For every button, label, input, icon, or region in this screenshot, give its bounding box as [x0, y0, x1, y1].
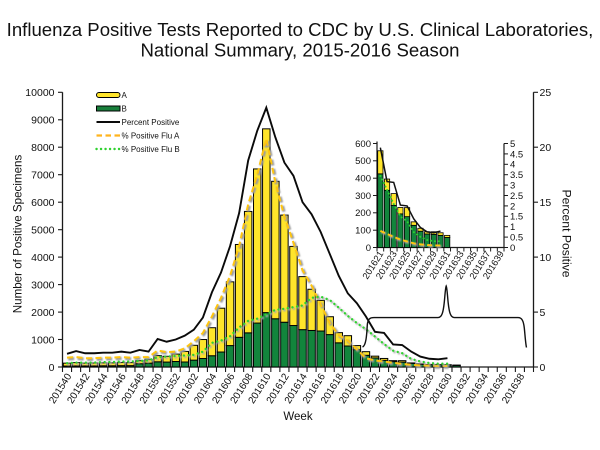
svg-text:4.5: 4.5: [510, 149, 523, 160]
svg-text:0: 0: [510, 243, 515, 254]
svg-text:7000: 7000: [31, 170, 55, 182]
svg-text:0: 0: [49, 362, 55, 374]
svg-text:1000: 1000: [31, 334, 55, 346]
svg-text:Influenza Positive Tests Repor: Influenza Positive Tests Reported to CDC…: [7, 19, 594, 40]
svg-text:0.5: 0.5: [510, 233, 523, 244]
svg-text:600: 600: [355, 139, 371, 150]
svg-text:5: 5: [540, 307, 546, 319]
svg-text:300: 300: [355, 191, 371, 202]
svg-text:100: 100: [355, 226, 371, 237]
svg-text:4000: 4000: [31, 252, 55, 264]
svg-text:Percent Positive: Percent Positive: [122, 118, 180, 127]
svg-text:3000: 3000: [31, 279, 55, 291]
svg-text:2.5: 2.5: [510, 191, 523, 202]
svg-text:Percent Positive: Percent Positive: [560, 189, 574, 277]
svg-text:0: 0: [540, 362, 546, 374]
svg-text:3.5: 3.5: [510, 170, 523, 181]
svg-text:4: 4: [510, 160, 515, 171]
svg-text:1.5: 1.5: [510, 212, 523, 223]
svg-text:20: 20: [540, 142, 552, 154]
svg-text:9000: 9000: [31, 115, 55, 127]
svg-text:10000: 10000: [25, 87, 54, 99]
svg-text:National Summary, 2015-2016 Se: National Summary, 2015-2016 Season: [140, 40, 459, 61]
svg-text:8000: 8000: [31, 142, 55, 154]
svg-text:200: 200: [355, 208, 371, 219]
svg-text:1: 1: [510, 222, 515, 233]
svg-text:B: B: [122, 104, 127, 113]
svg-text:6000: 6000: [31, 197, 55, 209]
svg-text:% Positive Flu A: % Positive Flu A: [122, 131, 180, 140]
svg-text:2: 2: [510, 201, 515, 212]
svg-text:Number of Positive Specimens: Number of Positive Specimens: [12, 155, 25, 314]
svg-text:Week: Week: [283, 411, 312, 423]
svg-text:5000: 5000: [31, 225, 55, 237]
svg-text:500: 500: [355, 156, 371, 167]
svg-text:3: 3: [510, 181, 515, 192]
svg-text:0: 0: [366, 243, 371, 254]
svg-text:25: 25: [540, 87, 552, 99]
svg-text:10: 10: [540, 252, 552, 264]
svg-text:A: A: [122, 91, 128, 100]
svg-text:5: 5: [510, 139, 515, 150]
svg-text:15: 15: [540, 197, 552, 209]
svg-text:2000: 2000: [31, 307, 55, 319]
svg-text:400: 400: [355, 174, 371, 185]
svg-text:% Positive Flu B: % Positive Flu B: [122, 145, 180, 154]
